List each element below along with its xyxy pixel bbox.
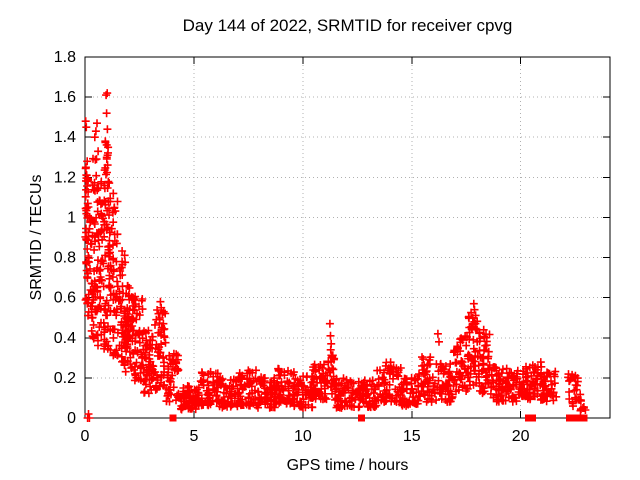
y-tick-label: 1.8 [54,49,76,66]
y-tick-label: 0.2 [54,370,76,387]
zero-value-square [580,414,588,422]
y-axis-label: SRMTID / TECUs [28,175,45,301]
x-tick-label: 5 [189,428,198,445]
x-axis-label: GPS time / hours [287,457,409,474]
zero-value-square [570,414,578,422]
x-tick-labels: 0 5 10 15 20 [81,428,530,445]
x-tick-label: 0 [81,428,90,445]
y-tick-label: 0.4 [54,330,76,347]
zero-value-square [524,414,532,422]
y-tick-label: 1.4 [54,129,76,146]
zero-value-square [169,414,177,422]
x-tick-label: 15 [403,428,421,445]
data-points [81,89,590,422]
chart-title: Day 144 of 2022, SRMTID for receiver cpv… [183,16,513,35]
x-tick-label: 20 [512,428,530,445]
zero-value-square [566,414,574,422]
y-tick-label: 1.2 [54,169,76,186]
y-tick-label: 0.6 [54,290,76,307]
zero-value-squares [169,414,588,422]
zero-value-square [358,414,366,422]
y-tick-label: 0 [67,410,76,427]
x-tick-label: 10 [294,428,312,445]
y-tick-labels: 0 0.2 0.4 0.6 0.8 1 1.2 1.4 1.6 1.8 [54,49,76,427]
y-tick-label: 0.8 [54,250,76,267]
y-tick-label: 1.6 [54,89,76,106]
zero-value-square [529,414,537,422]
scatter-plus-markers [81,89,590,422]
y-tick-label: 1 [67,209,76,226]
